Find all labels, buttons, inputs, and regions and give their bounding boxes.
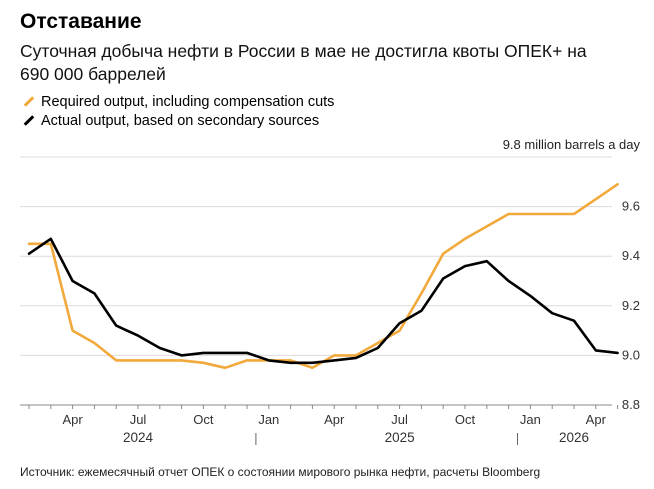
x-tick-label: Apr xyxy=(324,412,345,427)
legend-item-required: Required output, including compensation … xyxy=(22,92,334,111)
year-label: 2025 xyxy=(385,430,415,445)
legend-label-actual: Actual output, based on secondary source… xyxy=(41,112,320,129)
unit-label: 9.8 million barrels a day xyxy=(503,137,641,152)
x-tick-label: Oct xyxy=(193,412,214,427)
source-note: Источник: ежемесячный отчет ОПЕК о состо… xyxy=(20,465,541,479)
series-line-actual xyxy=(27,237,619,365)
x-tick-label: Jul xyxy=(391,412,408,427)
series-line-required xyxy=(27,183,619,370)
legend-label-required: Required output, including compensation … xyxy=(41,93,335,110)
chart-subtitle: Суточная добыча нефти в России в мае не … xyxy=(20,41,587,84)
y-tick-label: 9.2 xyxy=(622,298,640,313)
x-tick-label: Jul xyxy=(130,412,147,427)
y-tick-label: 8.8 xyxy=(622,397,640,412)
legend-item-actual: Actual output, based on secondary source… xyxy=(22,111,334,130)
x-tick-label: Apr xyxy=(62,412,83,427)
y-tick-label: 9.4 xyxy=(622,248,640,263)
y-tick-label: 9.6 xyxy=(622,199,640,214)
legend: Required output, including compensation … xyxy=(22,92,334,130)
x-tick-label: Apr xyxy=(586,412,607,427)
x-tick-label: Jan xyxy=(258,412,279,427)
year-label: 2026 xyxy=(559,430,589,445)
y-tick-label: 9.0 xyxy=(622,347,640,362)
x-tick-label: Oct xyxy=(455,412,476,427)
chart-title: Отставание xyxy=(20,10,142,33)
year-label: 2024 xyxy=(123,430,154,445)
x-tick-label: Jan xyxy=(520,412,541,427)
